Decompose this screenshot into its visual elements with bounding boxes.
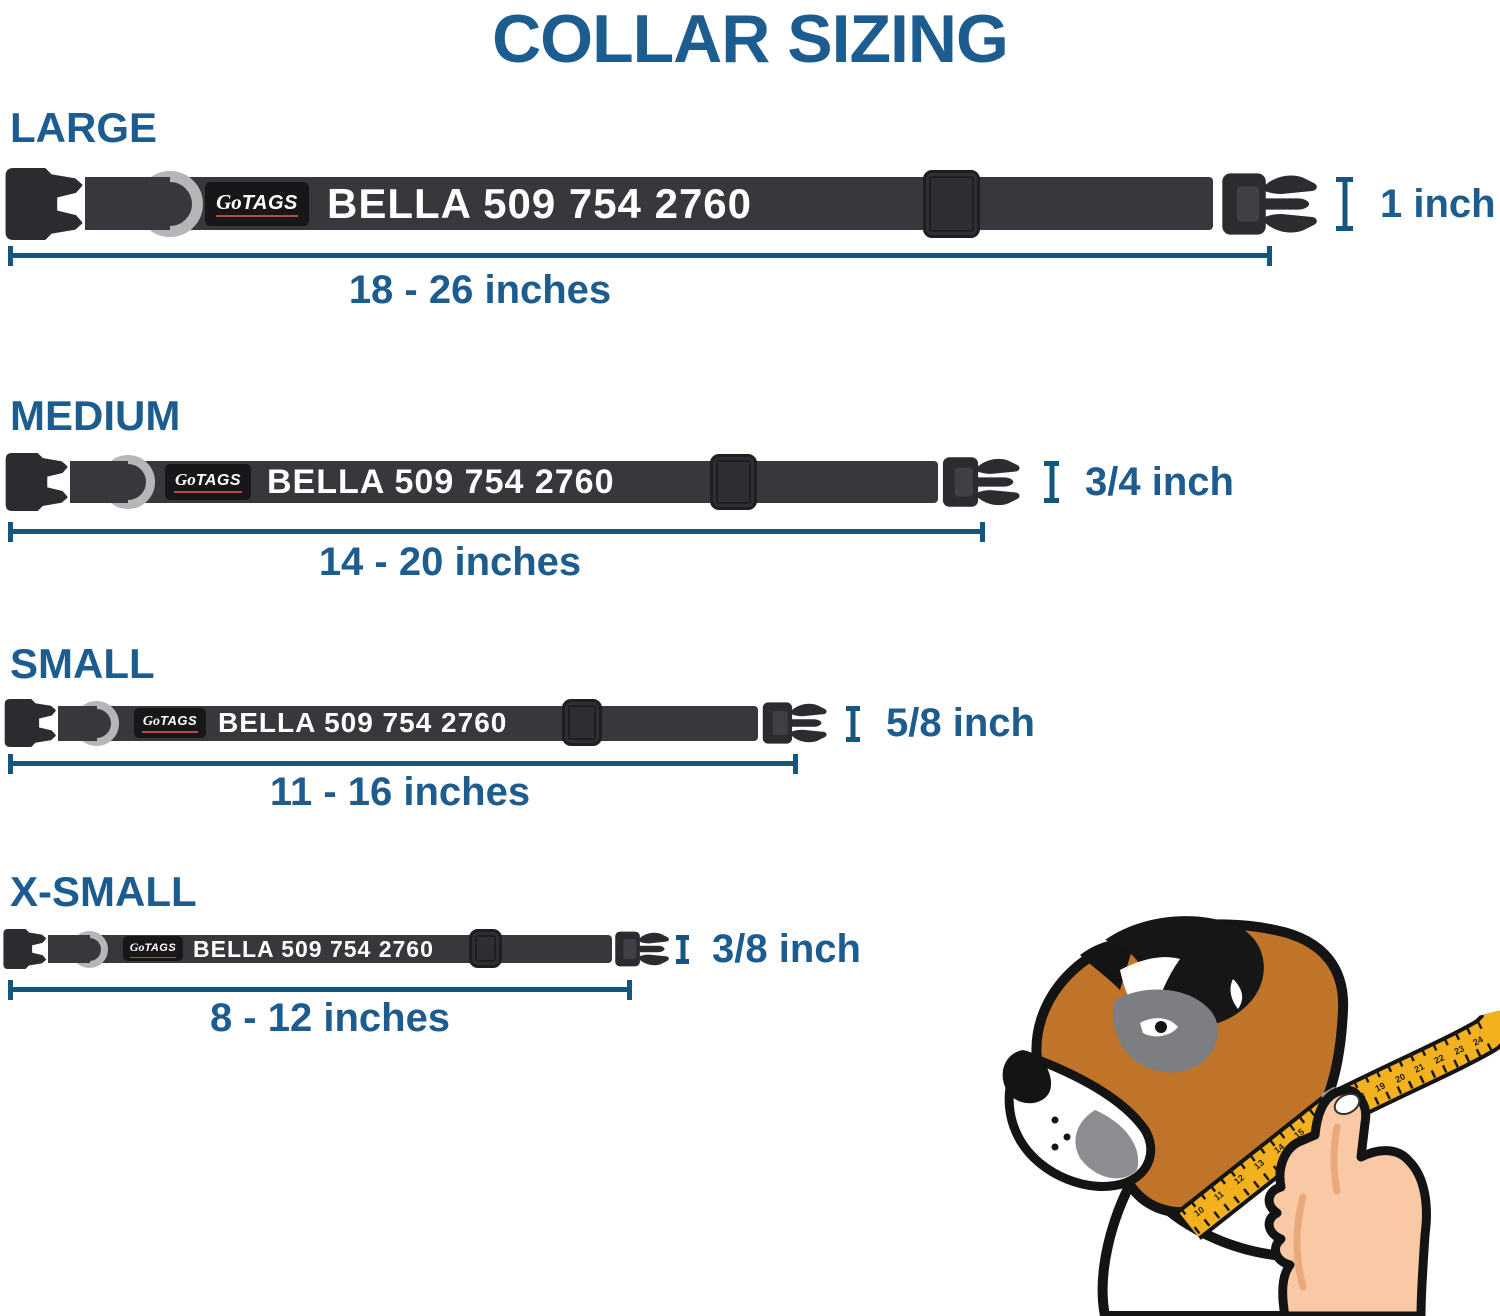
collar-large: GoTAGS BELLA 509 754 2760 — [5, 166, 1335, 242]
logo-go-text: Go — [142, 714, 160, 729]
tape-number: 20 — [1393, 1071, 1406, 1084]
length-measure-line-small — [8, 754, 798, 774]
buckle-male-icon — [615, 931, 669, 967]
tape-number: 13 — [1252, 1158, 1266, 1172]
length-measure-line-medium — [8, 522, 985, 542]
gotags-logo: GoTAGS — [216, 189, 298, 214]
size-label-small: SMALL — [10, 640, 155, 687]
size-label-large: LARGE — [10, 104, 157, 151]
collar-xsmall: GoTAGS BELLA 509 754 2760 — [3, 928, 673, 970]
dog-jowl — [1075, 1110, 1139, 1179]
collar-strap-tail — [58, 706, 97, 741]
logo-go-text: Go — [129, 940, 145, 954]
length-measure-line-xsmall — [8, 980, 632, 1000]
range-label-small: 11 - 16 inches — [269, 770, 531, 814]
gotags-logo: GoTAGS — [130, 939, 176, 955]
buckle-female-icon — [4, 699, 56, 747]
range-label-large: 18 - 26 inches — [348, 268, 612, 312]
buckle-male-icon — [942, 457, 1020, 507]
collar-personalized-text: BELLA 509 754 2760 — [327, 180, 753, 227]
size-label-medium: MEDIUM — [10, 392, 181, 439]
tri-glide-slider-icon — [710, 454, 757, 510]
gotags-logo-patch: GoTAGS — [123, 936, 183, 961]
hand-shape — [1264, 1085, 1431, 1316]
tri-glide-slider-icon — [469, 929, 502, 968]
dog-ear-near — [1080, 938, 1135, 990]
dog-nose-icon — [1002, 1050, 1052, 1104]
collar-personalized-text: BELLA 509 754 2760 — [218, 707, 508, 738]
collar-personalized-text: BELLA 509 754 2760 — [193, 935, 434, 962]
gotags-logo-patch: GoTAGS — [205, 182, 309, 226]
collar-small: GoTAGS BELLA 509 754 2760 — [4, 698, 849, 748]
buckle-male-icon — [1222, 173, 1317, 235]
buckle-female-icon — [5, 168, 83, 240]
tape-number: 23 — [1452, 1043, 1465, 1056]
buckle-female-icon — [3, 929, 47, 969]
width-marker-large — [1336, 177, 1353, 231]
width-label-xsmall: 3/8 inch — [712, 927, 861, 971]
tape-number: 12 — [1232, 1173, 1246, 1187]
width-marker-medium — [1044, 461, 1059, 503]
gotags-logo-patch: GoTAGS — [134, 708, 206, 738]
dog-ear-icon — [1105, 916, 1264, 1026]
collar-medium: GoTAGS BELLA 509 754 2760 — [5, 452, 1045, 512]
gotags-logo: GoTAGS — [143, 713, 197, 729]
logo-tags-text: TAGS — [159, 713, 198, 728]
collar-strap-tail — [85, 177, 170, 230]
dog-measurement-illustration: 10 11 12 13 14 15 16 18 19 20 21 22 23 2… — [1002, 916, 1500, 1316]
logo-go-text: Go — [216, 189, 242, 214]
width-label-large: 1 inch — [1380, 182, 1496, 226]
width-label-small: 5/8 inch — [886, 701, 1035, 745]
logo-tags-text: TAGS — [144, 942, 177, 954]
gotags-logo: GoTAGS — [175, 471, 241, 489]
width-label-medium: 3/4 inch — [1085, 460, 1234, 504]
page-title: COLLAR SIZING — [492, 1, 1009, 77]
logo-tags-text: TAGS — [241, 191, 298, 214]
size-label-xsmall: X-SMALL — [10, 868, 197, 915]
width-marker-xsmall — [676, 935, 689, 964]
range-label-medium: 14 - 20 inches — [318, 540, 582, 584]
logo-underline — [216, 214, 298, 217]
logo-underline — [174, 491, 242, 493]
buckle-male-icon — [762, 702, 827, 744]
tri-glide-slider-icon — [562, 699, 602, 746]
gotags-logo-patch: GoTAGS — [165, 464, 251, 500]
tape-number: 24 — [1471, 1034, 1485, 1048]
tape-number: 19 — [1373, 1080, 1386, 1093]
collar-strap-tail — [48, 935, 90, 963]
buckle-female-icon — [5, 453, 68, 511]
logo-go-text: Go — [174, 470, 196, 489]
tri-glide-slider-icon — [923, 170, 980, 238]
collar-strap-tail — [70, 461, 128, 503]
logo-tags-text: TAGS — [195, 472, 242, 489]
width-marker-small — [846, 706, 860, 742]
length-measure-line-large — [8, 246, 1272, 266]
logo-underline — [129, 957, 177, 958]
tape-number: 22 — [1432, 1052, 1445, 1065]
hand — [1264, 1085, 1431, 1316]
tape-number: 10 — [1192, 1205, 1206, 1219]
tape-number: 21 — [1412, 1061, 1425, 1074]
range-label-xsmall: 8 - 12 inches — [209, 996, 451, 1040]
fingernail — [1333, 1092, 1361, 1116]
logo-underline — [141, 731, 199, 733]
collar-personalized-text: BELLA 509 754 2760 — [267, 462, 615, 501]
